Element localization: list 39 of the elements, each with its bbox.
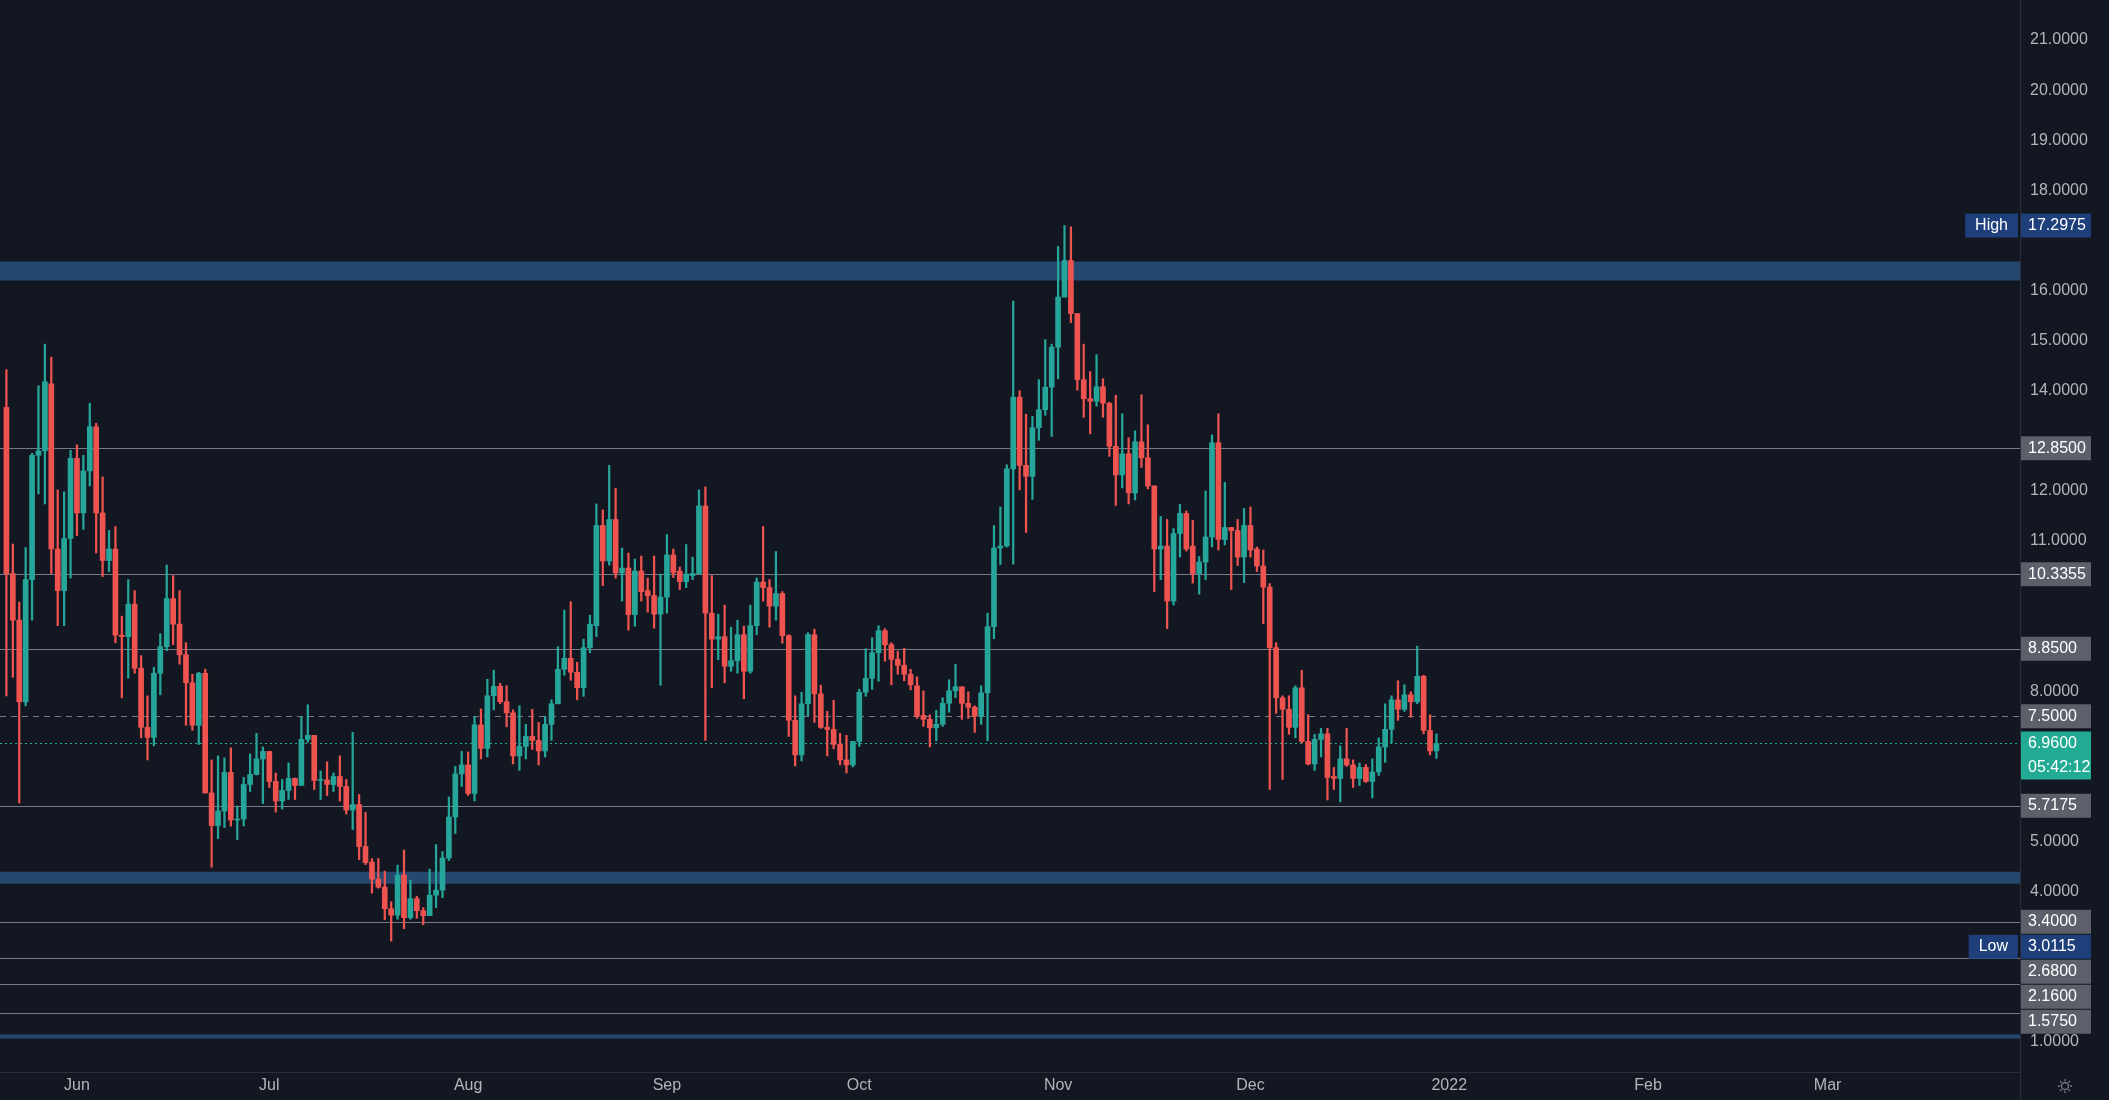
annotation: Low bbox=[1978, 937, 2009, 955]
y-tick-label: 20.0000 bbox=[2030, 80, 2088, 98]
y-tick-label: 19.0000 bbox=[2030, 130, 2088, 148]
ref-line-label: 12.8500 bbox=[2028, 438, 2086, 456]
y-tick-label: 8.0000 bbox=[2030, 681, 2080, 699]
y-tick-label: 11.0000 bbox=[2030, 531, 2087, 549]
x-tick-label: Sep bbox=[652, 1076, 682, 1094]
y-tick-label: 5.0000 bbox=[2030, 831, 2080, 849]
x-tick-label: Feb bbox=[1634, 1076, 1662, 1094]
y-tick-label: 21.0000 bbox=[2030, 30, 2088, 48]
x-tick-label: Nov bbox=[1043, 1076, 1073, 1094]
x-tick-label: 2022 bbox=[1431, 1076, 1468, 1094]
x-tick-label: Dec bbox=[1236, 1076, 1265, 1094]
ref-line-label: 7.5000 bbox=[2028, 706, 2078, 724]
x-tick-label: Mar bbox=[1813, 1076, 1843, 1094]
y-tick-label: 1.0000 bbox=[2030, 1032, 2080, 1050]
ref-line-label: 5.7175 bbox=[2028, 796, 2078, 814]
y-tick-label: 16.0000 bbox=[2030, 280, 2088, 298]
ref-line-label: 10.3355 bbox=[2028, 564, 2086, 582]
ref-line-label: 2.6800 bbox=[2028, 962, 2078, 980]
x-tick-label: Aug bbox=[453, 1076, 483, 1094]
y-tick-label: 14.0000 bbox=[2030, 381, 2088, 399]
ref-line-label: 2.1600 bbox=[2028, 987, 2078, 1005]
candlestick bbox=[1138, 394, 1145, 468]
y-tick-label: 15.0000 bbox=[2030, 331, 2088, 349]
ref-line-label: 3.4000 bbox=[2028, 912, 2078, 930]
y-tick-label: 18.0000 bbox=[2030, 180, 2088, 198]
x-tick-label: Jun bbox=[64, 1076, 90, 1094]
text: 17.2975 bbox=[2028, 215, 2086, 233]
ref-line-label: 6.9600 05:42:12 bbox=[2028, 733, 2091, 775]
ref-line-label: 1.5750 bbox=[2028, 1012, 2078, 1030]
x-tick-label: Jul bbox=[259, 1076, 280, 1094]
text: 3.0115 bbox=[2028, 937, 2076, 955]
candlestick bbox=[1093, 354, 1100, 407]
y-tick-label: 12.0000 bbox=[2030, 481, 2088, 499]
ref-line-label: 8.8500 bbox=[2028, 639, 2078, 657]
y-tick-label: 4.0000 bbox=[2030, 882, 2080, 900]
annotation: High bbox=[1975, 215, 2008, 233]
x-tick-label: Oct bbox=[846, 1076, 873, 1094]
